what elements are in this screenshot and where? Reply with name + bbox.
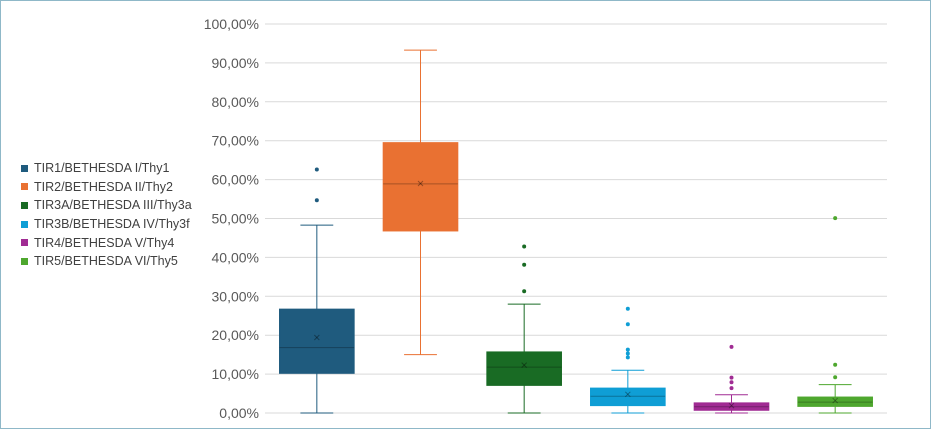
y-tick-label: 90,00% [212,55,259,71]
outlier-point [833,362,838,367]
outlier-point [625,306,630,311]
legend-swatch [21,201,28,209]
outlier-point [522,262,527,267]
legend-item: TIR4/BETHESDA V/Thy4 [21,233,192,252]
legend-label: TIR4/BETHESDA V/Thy4 [34,235,175,250]
y-tick-label: 20,00% [212,327,259,343]
legend-swatch [21,239,28,247]
outlier-point [522,289,527,294]
box [486,351,562,386]
box [590,387,666,407]
mean-marker [832,397,839,404]
outlier-point [522,244,527,249]
mean-marker [313,334,320,341]
box [382,142,459,232]
legend-item: TIR3B/BETHESDA IV/Thy3f [21,215,192,234]
mean-marker [417,180,424,187]
legend-swatch [21,257,28,265]
legend-label: TIR3B/BETHESDA IV/Thy3f [34,217,190,232]
legend-item: TIR2/BETHESDA II/Thy2 [21,178,192,197]
legend-swatch [21,183,28,191]
outlier-point [833,216,838,221]
outlier-point [729,375,734,380]
y-tick-label: 0,00% [219,405,259,421]
mean-marker [624,391,631,398]
outlier-point [625,347,630,352]
legend-label: TIR5/BETHESDA VI/Thy5 [34,254,178,269]
outlier-point [314,167,319,172]
mean-marker [313,334,320,341]
legend-item: TIR5/BETHESDA VI/Thy5 [21,252,192,271]
legend: TIR1/BETHESDA I/Thy1 TIR2/BETHESDA II/Thy… [21,159,192,271]
y-tick-label: 70,00% [212,133,259,149]
outlier-point [729,386,734,391]
mean-marker [832,397,839,404]
legend-swatch [21,220,28,228]
mean-marker [728,402,735,409]
mean-marker [728,402,735,409]
y-tick-label: 10,00% [212,366,259,382]
y-tick-label: 100,00% [204,16,259,32]
legend-label: TIR1/BETHESDA I/Thy1 [34,161,170,176]
y-tick-label: 80,00% [212,94,259,110]
outlier-point [625,351,630,356]
mean-marker [624,391,631,398]
outlier-point [729,380,734,385]
outlier-point [625,355,630,360]
y-tick-label: 50,00% [212,211,259,227]
box [797,396,873,407]
legend-label: TIR2/BETHESDA II/Thy2 [34,179,173,194]
outlier-point [729,344,734,349]
y-tick-label: 40,00% [212,249,259,265]
legend-item: TIR3A/BETHESDA III/Thy3a [21,196,192,215]
outlier-point [314,198,319,203]
box [693,402,770,411]
legend-swatch [21,164,28,172]
outlier-point [833,375,838,380]
box [279,308,355,374]
outlier-point [625,322,630,327]
legend-item: TIR1/BETHESDA I/Thy1 [21,159,192,178]
y-tick-label: 30,00% [212,288,259,304]
legend-label: TIR3A/BETHESDA III/Thy3a [34,198,192,213]
mean-marker [521,362,528,369]
mean-marker [521,362,528,369]
y-tick-label: 60,00% [212,172,259,188]
mean-marker [417,180,424,187]
